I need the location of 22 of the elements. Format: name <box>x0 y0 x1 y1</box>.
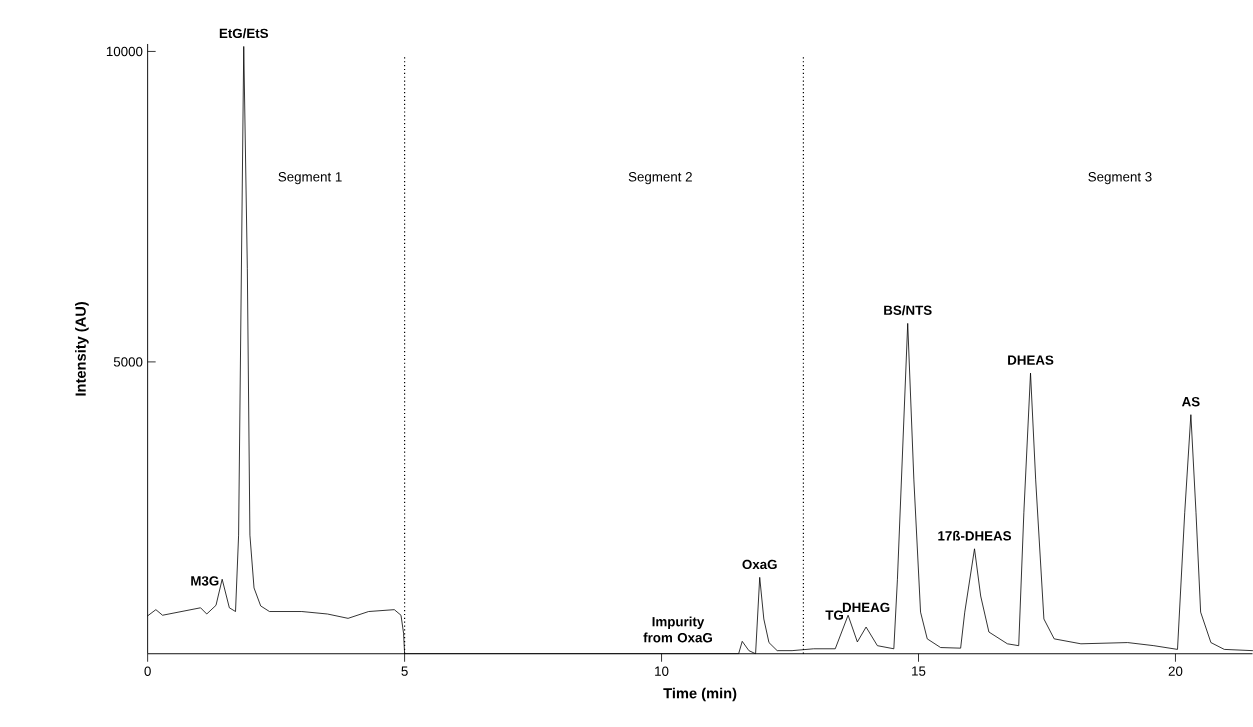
annotation: DHEAG <box>842 602 890 613</box>
y-tick-label: 5000 <box>113 357 143 367</box>
annotation: M3G <box>191 576 219 586</box>
annotation: 17ß-DHEAS <box>938 530 1012 541</box>
x-axis-title: Time (min) <box>663 687 737 702</box>
annotation: Segment 3 <box>1088 172 1152 185</box>
x-tick-label: 10 <box>655 666 669 677</box>
annotation: DHEAS <box>1008 355 1054 365</box>
annotation: EtG/EtS <box>219 28 269 39</box>
y-tick-label: 10000 <box>106 46 143 57</box>
annotation: Segment 2 <box>628 172 692 185</box>
annotation: OxaG <box>742 559 777 570</box>
annotation: BS/NTS <box>884 305 932 316</box>
annotation: TG <box>825 610 844 620</box>
x-tick-label: 15 <box>912 666 926 676</box>
x-tick-label: 20 <box>1168 666 1183 677</box>
x-tick-label: 0 <box>144 666 151 677</box>
annotation: Segment 1 <box>278 172 342 185</box>
y-axis-title: Intensity (AU) <box>75 302 89 396</box>
annotation: Impurity from OxaG <box>643 616 712 643</box>
annotation: AS <box>1181 397 1200 407</box>
x-tick-label: 5 <box>401 666 408 676</box>
